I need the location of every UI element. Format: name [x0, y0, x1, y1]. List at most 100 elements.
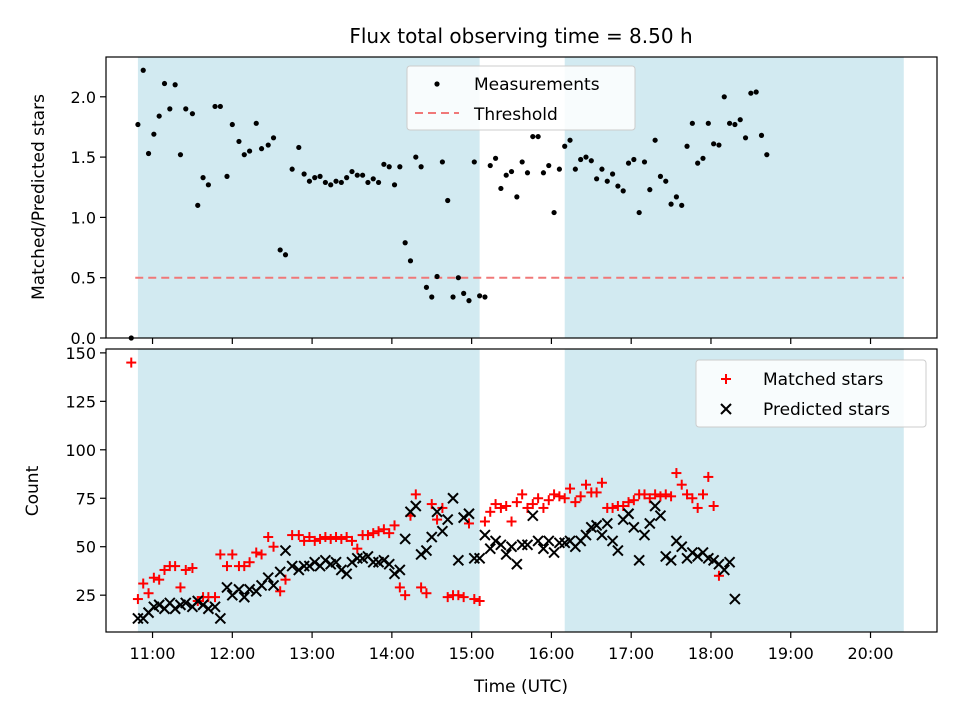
matched-star-marker	[346, 535, 357, 546]
predicted-star-marker	[415, 548, 427, 561]
predicted-star-marker	[309, 556, 321, 568]
predicted-star-marker	[729, 593, 741, 605]
predicted-star-points	[132, 492, 741, 625]
matched-star-marker	[660, 489, 671, 500]
measurement-point	[726, 120, 733, 126]
measurement-point	[183, 106, 189, 112]
matched-star-marker	[215, 549, 226, 560]
matched-star-marker	[596, 477, 607, 488]
measurement-point	[758, 132, 765, 138]
measurement-point	[689, 120, 695, 126]
measurement-point	[546, 162, 552, 169]
measurement-point	[370, 176, 376, 182]
matched-star-marker	[268, 541, 279, 552]
x-tick-label: 11:00	[129, 644, 175, 663]
predicted-star-marker	[521, 539, 534, 551]
measurement-point	[172, 82, 178, 88]
measurement-point	[673, 194, 679, 200]
predicted-star-marker	[484, 542, 496, 555]
measurement-points	[128, 67, 770, 341]
predicted-star-marker	[169, 603, 181, 615]
matched-star-marker	[506, 516, 517, 527]
y-tick-label: 1.0	[71, 208, 96, 227]
measurement-point	[519, 159, 525, 165]
predicted-star-marker	[479, 529, 491, 541]
measurement-point	[258, 146, 265, 152]
measurement-point	[583, 154, 589, 160]
measurement-point	[236, 138, 242, 145]
predicted-star-marker	[511, 558, 523, 570]
measurement-point	[161, 80, 168, 87]
predicted-star-marker	[436, 525, 449, 537]
measurement-point	[344, 175, 350, 181]
measurement-point	[594, 176, 600, 182]
measurement-point	[445, 197, 451, 204]
measurement-point	[375, 179, 382, 186]
ratio-panel: 0.00.51.01.52.0 Matched/Predicted stars …	[29, 56, 938, 348]
matched-star-marker	[623, 497, 634, 508]
matched-star-marker	[682, 489, 693, 500]
predicted-star-marker	[463, 508, 475, 520]
measurement-point	[145, 150, 152, 157]
matched-star-marker	[495, 502, 506, 513]
predicted-star-marker	[553, 537, 566, 549]
matched-star-marker	[570, 497, 581, 508]
matched-star-marker	[352, 543, 363, 554]
predicted-star-marker	[691, 550, 704, 563]
matched-star-marker	[501, 501, 512, 512]
measurement-point	[167, 106, 173, 112]
predicted-star-marker	[707, 554, 720, 566]
matched-star-marker	[543, 495, 554, 506]
predicted-star-marker	[335, 564, 348, 576]
predicted-star-marker	[447, 492, 459, 504]
y-tick-label: 150	[65, 344, 96, 363]
measurement-point	[151, 131, 157, 137]
predicted-star-marker	[644, 517, 656, 530]
predicted-star-marker	[431, 506, 443, 518]
measurement-point	[657, 173, 664, 179]
measurement-point	[135, 121, 141, 128]
measurement-point	[333, 178, 339, 184]
matched-star-marker	[315, 533, 326, 544]
measurement-point	[572, 166, 578, 172]
measurement-point	[508, 168, 515, 175]
matched-star-marker	[170, 561, 181, 572]
matched-star-marker	[687, 493, 698, 504]
measurement-point	[742, 135, 749, 141]
matched-star-marker	[331, 532, 342, 543]
predicted-star-marker	[612, 544, 624, 557]
predicted-star-marker	[527, 509, 539, 522]
measurement-point	[567, 137, 573, 143]
shaded-window	[137, 349, 480, 632]
measurement-point	[652, 137, 658, 143]
matched-star-marker	[159, 564, 170, 575]
matched-star-marker	[251, 547, 262, 558]
matched-star-marker	[554, 491, 565, 502]
measurement-point	[360, 172, 366, 178]
y-tick-label: 75	[76, 489, 96, 508]
matched-star-marker	[132, 594, 143, 605]
measurement-point	[322, 179, 328, 186]
matched-star-marker	[138, 578, 149, 589]
matched-star-marker	[304, 532, 315, 543]
predicted-star-marker	[214, 612, 227, 625]
measurement-point	[265, 142, 271, 148]
matched-star-marker	[650, 489, 661, 500]
matched-star-marker	[671, 468, 682, 479]
predicted-star-marker	[442, 513, 454, 526]
matched-star-marker	[463, 518, 474, 529]
matched-star-marker	[336, 533, 347, 544]
matched-star-marker	[421, 588, 432, 599]
measurement-point	[636, 209, 642, 216]
matched-star-marker	[416, 582, 427, 593]
measurement-point	[477, 293, 483, 299]
predicted-star-marker	[452, 554, 465, 566]
measurement-point	[217, 103, 223, 110]
predicted-star-marker	[718, 564, 730, 576]
measurement-point	[423, 284, 430, 290]
predicted-star-marker	[274, 566, 286, 578]
matched-star-marker	[175, 582, 186, 593]
measurement-point	[551, 209, 557, 216]
measurement-point	[684, 143, 690, 149]
